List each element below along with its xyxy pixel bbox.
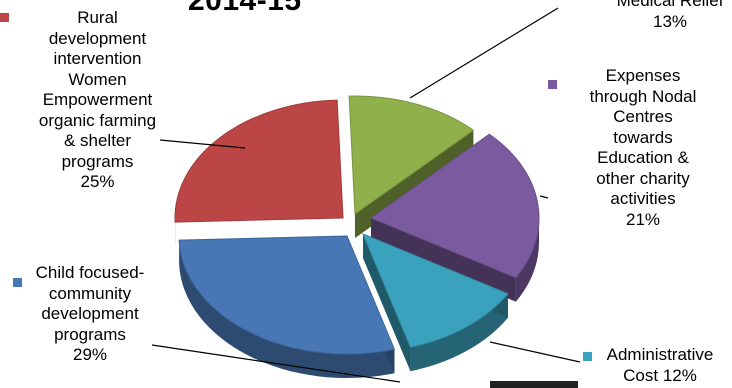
slice-label-line: organic farming <box>38 110 157 130</box>
slice-label-medical: Medical Relief 13% <box>605 0 732 32</box>
slice-label-line: community <box>48 283 132 303</box>
slice-label-line: Expenses <box>605 66 681 85</box>
slice-label-line: Education & <box>597 148 689 167</box>
slice-label-line: Empowerment <box>42 90 153 109</box>
slice-label-line: Medical Relief <box>616 0 724 10</box>
slice-label-line: development <box>48 28 147 48</box>
leader-line-nodal <box>539 195 549 199</box>
chart-title: 2014-15 <box>188 0 302 17</box>
leader-line-admin <box>489 341 581 363</box>
slice-label-line: intervention <box>53 49 142 68</box>
pie-side-child <box>179 240 395 378</box>
pie-wall-nodal-1 <box>371 218 516 302</box>
leader-line-medical <box>409 7 559 99</box>
label-underline-mark <box>490 381 578 388</box>
legend-marker-nodal <box>548 80 557 89</box>
slice-label-line: 21% <box>625 209 661 229</box>
slice-label-admin: Administrative Cost 12% <box>580 345 732 386</box>
slice-label-line: Cost 12% <box>623 365 697 385</box>
pie-slice-child <box>178 235 396 355</box>
slice-label-line: programs <box>54 324 126 344</box>
slice-label-line: activities <box>610 189 676 208</box>
slice-label-line: 25% <box>80 172 115 191</box>
slice-label-line: towards <box>613 127 673 147</box>
slice-label-line: through Nodal <box>589 86 697 106</box>
leader-line-rural <box>159 139 246 149</box>
pie-side-admin <box>410 293 508 372</box>
leader-line-child <box>151 344 401 383</box>
legend-marker-rural <box>0 13 9 22</box>
slice-label-line: Child focused- <box>35 263 145 282</box>
pie-slice-nodal <box>369 133 540 279</box>
legend-marker-child <box>13 278 22 287</box>
slice-label-line: 29% <box>72 345 108 364</box>
slice-label-line: development <box>41 304 139 323</box>
pie-slice-rural <box>174 99 344 223</box>
slice-label-line: other charity <box>596 168 690 188</box>
legend-marker-admin <box>583 352 592 361</box>
pie-side-nodal <box>515 218 539 302</box>
pie-wall-admin-1 <box>363 234 411 372</box>
slice-label-line: Rural <box>77 8 118 27</box>
slice-label-child: Child focused-community development progra… <box>0 263 180 366</box>
pie-slice-medical <box>348 95 475 215</box>
slice-label-nodal: Expenses through Nodal Centres towards Educa… <box>563 66 723 230</box>
slice-label-rural: Rural development intervention Women Empower… <box>10 8 185 193</box>
pie-slice-admin <box>362 233 509 348</box>
slice-label-line: 13% <box>652 11 688 31</box>
slice-label-line: Women <box>68 69 127 89</box>
slice-label-line: Administrative <box>606 345 714 364</box>
slice-label-line: programs <box>61 151 134 171</box>
slice-label-line: Centres <box>613 107 673 126</box>
slice-label-line: & shelter <box>63 131 132 150</box>
